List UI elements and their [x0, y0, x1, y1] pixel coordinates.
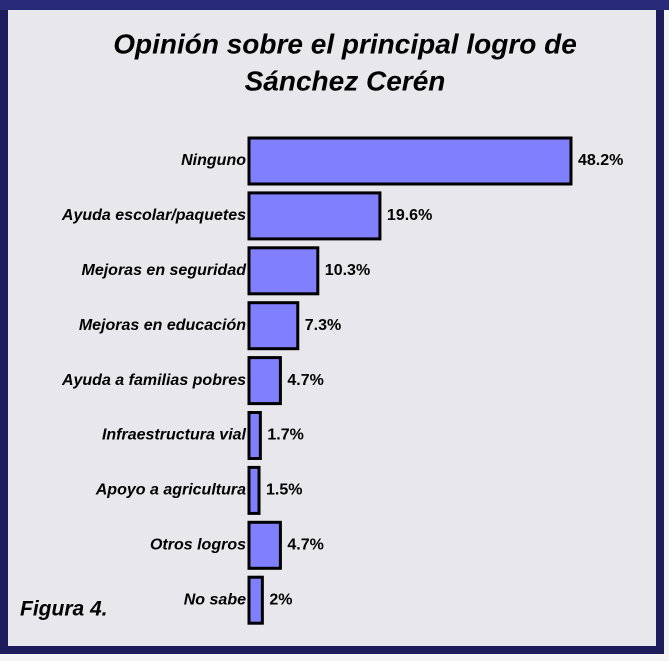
bar [247, 356, 282, 406]
value-label: 1.7% [267, 427, 303, 444]
category-label: Ayuda escolar/paquetes [61, 207, 246, 224]
chart-title: Sánchez Cerén [245, 65, 446, 96]
bar [247, 520, 282, 570]
value-label: 48.2% [578, 152, 623, 169]
bar [247, 136, 573, 186]
category-label: Infraestructura vial [102, 427, 247, 444]
category-label: No sabe [184, 591, 246, 608]
bar [247, 246, 320, 296]
bar [247, 411, 262, 460]
top-band [0, 0, 669, 10]
value-label: 4.7% [287, 372, 323, 389]
chart-title: Opinión sobre el principal logro de [113, 28, 577, 59]
category-label: Ayuda a familias pobres [61, 372, 246, 389]
value-label: 2% [269, 591, 292, 608]
bar [247, 575, 264, 625]
category-label: Apoyo a agricultura [95, 482, 246, 499]
value-label: 4.7% [287, 537, 323, 554]
value-label: 7.3% [305, 317, 341, 334]
category-label: Otros logros [150, 537, 246, 554]
bar [247, 191, 382, 241]
value-label: 1.5% [266, 482, 302, 499]
category-label: Mejoras en seguridad [82, 262, 248, 279]
bar [247, 301, 300, 351]
category-label: Mejoras en educación [79, 317, 246, 334]
value-label: 10.3% [325, 262, 370, 279]
figure-label: Figura 4. [20, 598, 108, 621]
value-label: 19.6% [387, 207, 432, 224]
category-label: Ninguno [181, 152, 246, 169]
bar [247, 465, 261, 515]
